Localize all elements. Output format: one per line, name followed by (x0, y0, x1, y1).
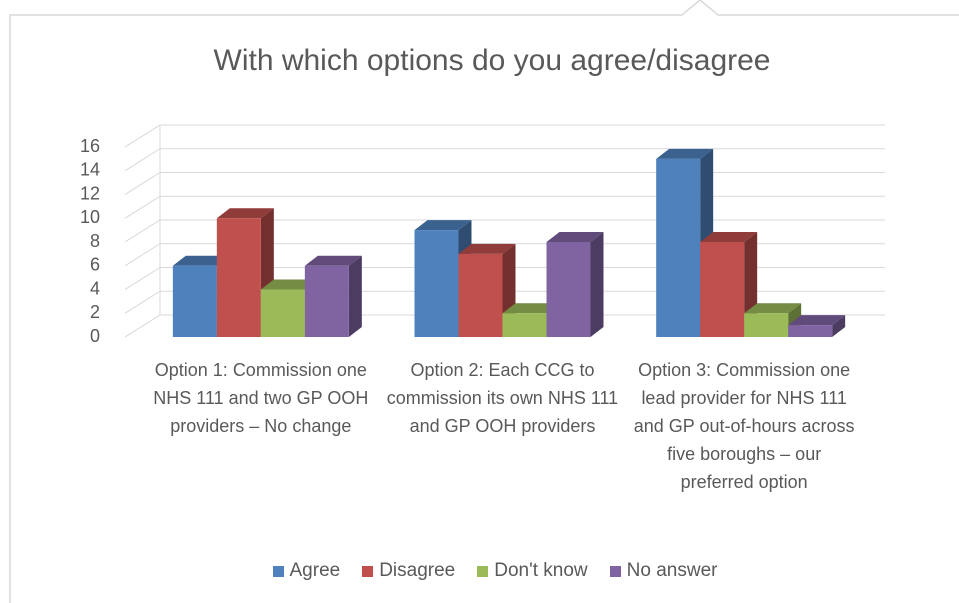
frame (9, 0, 959, 603)
bar-front (744, 313, 789, 337)
bar-front (546, 242, 591, 337)
bar-top (414, 220, 472, 231)
y-tick-label: 2 (90, 302, 100, 322)
legend-label: Agree (289, 560, 341, 581)
bar-side (590, 232, 604, 337)
y-tick-label: 10 (80, 207, 100, 227)
legend-label: No answer (626, 560, 718, 581)
y-tick-label: 14 (80, 160, 100, 180)
bar-side (832, 315, 846, 337)
y-tick-label: 8 (90, 231, 100, 251)
bar-front (656, 158, 701, 337)
bar (788, 315, 846, 337)
bar-front (502, 313, 547, 337)
grid-line (124, 172, 885, 195)
bar (304, 255, 362, 337)
legend-item: Agree (272, 560, 341, 582)
y-tick-label: 16 (80, 136, 100, 156)
bar-top (700, 232, 758, 242)
chart-title: With which options do you agree/disagree (214, 44, 771, 77)
bar-front (700, 242, 745, 337)
bar-front (260, 289, 305, 337)
bar-top (502, 303, 560, 314)
bar-top (744, 303, 802, 314)
y-tick-label: 6 (90, 255, 100, 275)
x-tick-label: Option 1: Commission one NHS 111 and two… (153, 360, 369, 436)
bar-front (414, 230, 459, 337)
bar-front (172, 265, 217, 337)
legend-item: No answer (609, 560, 718, 582)
bar-side (348, 255, 362, 337)
bar-top (172, 255, 230, 266)
bar-top (546, 232, 604, 242)
legend-label: Don't know (494, 560, 588, 581)
legend-swatch (362, 565, 374, 577)
bar-top (260, 279, 318, 290)
x-tick-label: Option 3: Commission one lead provider f… (633, 360, 855, 492)
legend-item: Don't know (477, 560, 588, 582)
legend-item: Disagree (362, 560, 455, 582)
bar-top (458, 243, 516, 254)
bar-top (788, 315, 846, 326)
bar-front (458, 253, 503, 337)
grid-line (124, 124, 885, 148)
bar-front (216, 218, 261, 337)
y-tick-label: 12 (80, 183, 100, 203)
bar-top (216, 208, 274, 219)
bar-front (788, 325, 833, 337)
y-tick-label: 0 (90, 326, 100, 346)
bar-front (304, 265, 349, 337)
bar-top (656, 148, 714, 159)
legend-swatch (272, 565, 284, 577)
legend-swatch (609, 565, 621, 577)
x-tick-label: Option 2: Each CCG to commission its own… (386, 360, 619, 436)
bar (546, 232, 604, 337)
grid-line (124, 148, 885, 172)
y-tick-label: 4 (90, 278, 100, 298)
legend-swatch (477, 565, 489, 577)
legend-label: Disagree (379, 560, 456, 581)
bar-top (304, 255, 362, 266)
legend: Agree Disagree Don't know No answer (0, 560, 959, 582)
